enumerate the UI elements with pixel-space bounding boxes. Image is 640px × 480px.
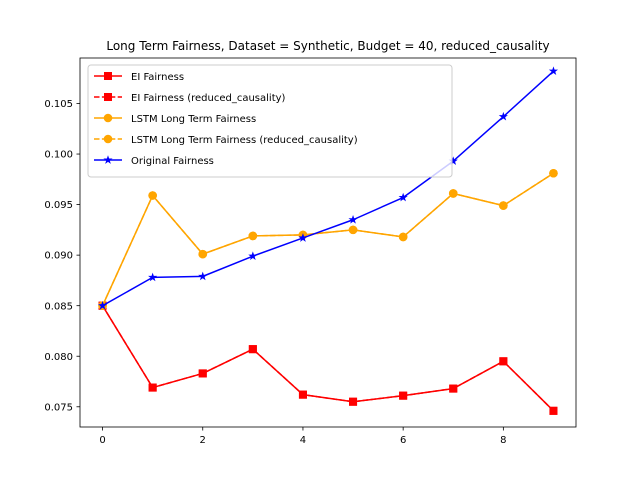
legend-marker	[103, 155, 113, 164]
y-tick-label: 0.085	[44, 301, 73, 312]
data-point	[148, 272, 158, 282]
y-tick-label: 0.075	[44, 402, 73, 413]
series-line	[101, 305, 554, 412]
data-point	[298, 390, 307, 399]
data-point	[97, 300, 108, 310]
legend-entry: EI Fairness (reduced_causality)	[94, 93, 286, 104]
data-point	[499, 357, 508, 366]
legend-marker	[104, 93, 112, 101]
series-2	[98, 168, 558, 310]
chart-title: Long Term Fairness, Dataset = Synthetic,…	[106, 39, 549, 53]
data-point	[498, 111, 508, 121]
legend-label: EI Fairness (reduced_causality)	[131, 93, 286, 104]
data-point	[349, 397, 358, 406]
data-point	[298, 233, 308, 242]
series-3	[98, 168, 558, 310]
legend-label: EI Fairness	[131, 72, 184, 83]
y-tick-label: 0.095	[44, 200, 73, 211]
legend-label: LSTM Long Term Fairness	[131, 114, 256, 125]
plot-area	[97, 66, 559, 415]
data-point	[198, 369, 207, 378]
data-point	[148, 191, 157, 200]
plot-frame	[79, 57, 577, 428]
data-point	[549, 168, 558, 178]
data-point	[449, 384, 458, 393]
data-point	[499, 201, 508, 210]
legend-marker	[103, 134, 113, 144]
series-1	[98, 301, 558, 415]
x-tick-label: 6	[400, 435, 406, 446]
data-point	[448, 189, 458, 198]
data-point	[399, 391, 408, 400]
series-4	[97, 66, 559, 310]
data-point	[198, 271, 208, 281]
y-tick-label: 0.080	[44, 352, 73, 363]
data-point	[548, 66, 559, 76]
series-line	[102, 70, 554, 307]
y-tick-label: 0.100	[44, 150, 73, 161]
series-line	[101, 172, 554, 306]
x-tick-label: 8	[500, 435, 506, 446]
legend-box	[87, 64, 453, 178]
series-line	[101, 305, 554, 412]
series-line	[101, 172, 554, 306]
y-tick-label: 0.105	[44, 99, 73, 110]
x-tick-label: 0	[99, 435, 105, 446]
data-point	[398, 192, 408, 202]
data-point	[248, 345, 257, 354]
data-point	[448, 156, 458, 165]
data-point	[348, 214, 358, 224]
data-point	[248, 231, 258, 241]
data-point	[348, 225, 358, 235]
legend: EI Fairness EI Fairness (reduced_causalit…	[87, 64, 453, 178]
x-tick-label: 2	[200, 435, 206, 446]
data-point	[198, 249, 208, 259]
legend-entry: LSTM Long Term Fairness (reduced_causali…	[94, 134, 358, 146]
legend-entry: LSTM Long Term Fairness	[94, 113, 256, 125]
x-tick-label: 4	[300, 435, 306, 446]
legend-entry: EI Fairness	[94, 72, 184, 83]
data-point	[148, 383, 157, 392]
legend-label: LSTM Long Term Fairness (reduced_causali…	[131, 135, 358, 146]
data-point	[549, 406, 558, 415]
legend-entry: Original Fairness	[94, 155, 214, 167]
data-point	[398, 232, 408, 242]
legend-marker	[103, 113, 113, 123]
axes: 0 2 4 6 8 0.075 0.080 0.085 0.090 0.095 0.100 0.105	[44, 57, 577, 446]
legend-label: Original Fairness	[131, 156, 214, 167]
y-tick-label: 0.090	[44, 251, 73, 262]
legend-marker	[104, 72, 112, 80]
data-point	[248, 251, 258, 261]
